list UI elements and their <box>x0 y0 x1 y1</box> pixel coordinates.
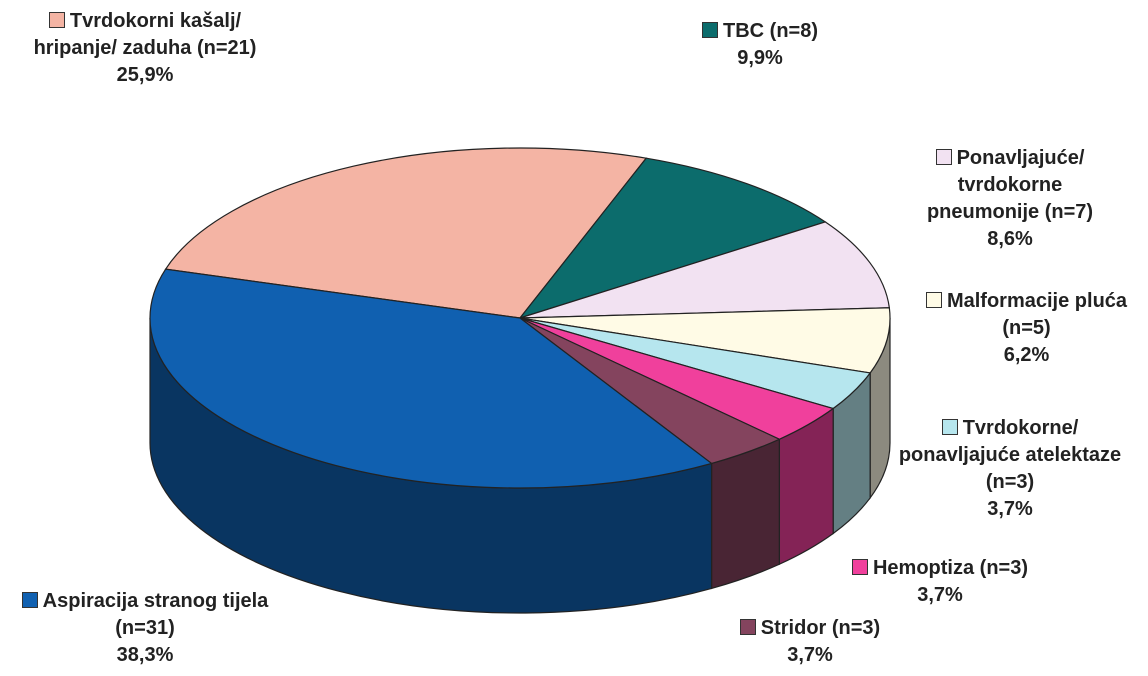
slice-label: Tvrdokorne/ ponavljajuće atelektaze (n=3… <box>890 415 1130 523</box>
legend-swatch <box>21 592 38 608</box>
category-label: Aspiracija stranog tijela (n=31) <box>42 590 269 639</box>
value-label: 25,9% <box>116 64 174 86</box>
slice-label: Malformacije pluća (n=5) 6,2% <box>905 288 1148 369</box>
value-label: 38,3% <box>116 644 174 666</box>
slice-label: Tvrdokorni kašalj/ hripanje/ zaduha (n=2… <box>10 8 280 89</box>
legend-swatch <box>925 292 942 308</box>
value-label: 3,7% <box>787 644 833 666</box>
legend-swatch <box>851 559 868 575</box>
category-label: Stridor (n=3) <box>760 617 881 639</box>
value-label: 3,7% <box>987 498 1033 520</box>
slice <box>519 307 891 374</box>
category-label: Tvrdokorni kašalj/ hripanje/ zaduha (n=2… <box>33 10 257 59</box>
slice-label: TBC (n=8) 9,9% <box>660 18 860 72</box>
slice-side <box>710 438 780 590</box>
legend-swatch <box>48 12 65 28</box>
category-label: Ponavljajuće/ tvrdokorne pneumonije (n=7… <box>926 147 1094 223</box>
slice-label: Ponavljajuće/ tvrdokorne pneumonije (n=7… <box>900 145 1120 253</box>
category-label: Tvrdokorne/ ponavljajuće atelektaze (n=3… <box>898 417 1122 493</box>
legend-swatch <box>739 619 756 635</box>
slice <box>519 221 891 319</box>
value-label: 6,2% <box>1003 344 1050 366</box>
slice-label: Stridor (n=3) 3,7% <box>700 615 920 669</box>
category-label: TBC (n=8) <box>723 20 818 42</box>
slice <box>164 147 648 319</box>
value-label: 8,6% <box>987 228 1033 250</box>
slice <box>518 157 827 320</box>
slice-label: Aspiracija stranog tijela (n=31) 38,3% <box>10 588 280 669</box>
legend-swatch <box>702 22 718 38</box>
slice-label: Hemoptiza (n=3) 3,7% <box>820 555 1060 609</box>
category-label: Hemoptiza (n=3) <box>872 557 1029 579</box>
category-label: Malformacije pluća (n=5) <box>946 290 1128 339</box>
value-label: 9,9% <box>737 47 783 69</box>
legend-swatch <box>941 419 958 435</box>
legend-swatch <box>935 149 952 165</box>
value-label: 3,7% <box>917 584 963 606</box>
slice <box>149 268 713 489</box>
